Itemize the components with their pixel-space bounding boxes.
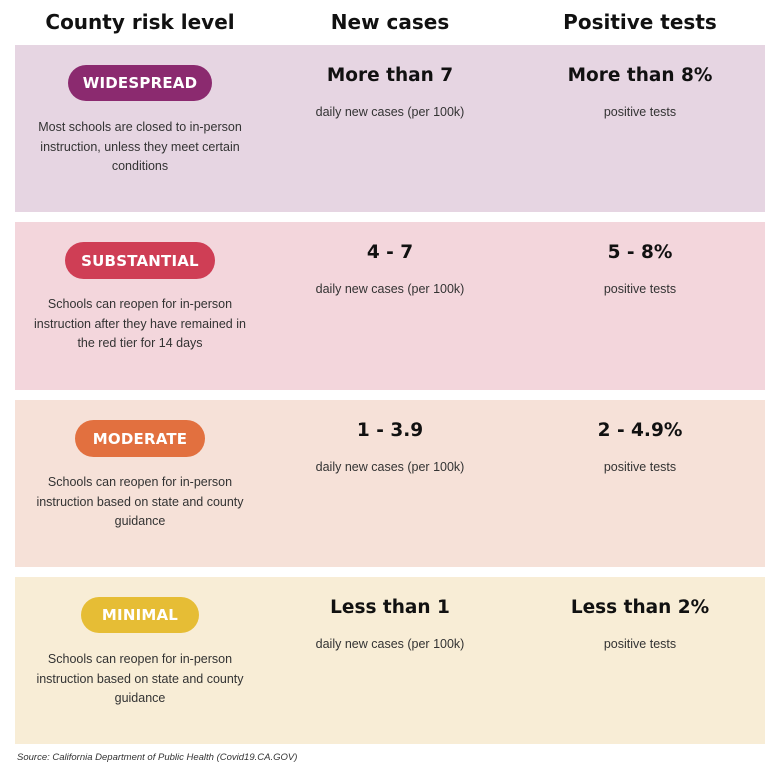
header-risk-level: County risk level — [45, 10, 235, 34]
positive-tests-value: Less than 2% — [570, 597, 710, 618]
source-note: Source: California Department of Public … — [17, 752, 298, 763]
risk-level-cell: MINIMAL Schools can reopen for in-person… — [15, 577, 265, 744]
risk-level-cell: WIDESPREAD Most schools are closed to in… — [15, 45, 265, 212]
tier-row-substantial: SUBSTANTIAL Schools can reopen for in-pe… — [15, 222, 765, 390]
positive-tests-unit: positive tests — [603, 282, 677, 296]
badge-label: WIDESPREAD — [82, 74, 198, 92]
positive-tests-value: 5 - 8% — [607, 242, 673, 263]
minimal-badge: MINIMAL — [81, 597, 199, 633]
positive-tests-unit: positive tests — [603, 105, 677, 119]
tier-row-moderate: MODERATE Schools can reopen for in-perso… — [15, 400, 765, 567]
table-header: County risk level New cases Positive tes… — [15, 0, 765, 44]
tier-description: Schools can reopen for in-person instruc… — [34, 297, 246, 350]
substantial-badge: SUBSTANTIAL — [65, 242, 215, 279]
widespread-badge: WIDESPREAD — [68, 65, 212, 101]
positive-tests-value: More than 8% — [567, 65, 713, 86]
tier-description: Schools can reopen for in-person instruc… — [36, 475, 244, 528]
new-cases-value: Less than 1 — [330, 597, 450, 618]
new-cases-value: 4 - 7 — [366, 242, 414, 263]
new-cases-cell: Less than 1 daily new cases (per 100k) — [265, 577, 515, 744]
new-cases-cell: More than 7 daily new cases (per 100k) — [265, 45, 515, 212]
tier-description: Schools can reopen for in-person instruc… — [36, 652, 244, 705]
risk-level-cell: MODERATE Schools can reopen for in-perso… — [15, 400, 265, 567]
moderate-badge: MODERATE — [75, 420, 205, 457]
new-cases-unit: daily new cases (per 100k) — [315, 282, 465, 296]
tier-row-minimal: MINIMAL Schools can reopen for in-person… — [15, 577, 765, 744]
tier-row-widespread: WIDESPREAD Most schools are closed to in… — [15, 45, 765, 212]
positive-tests-value: 2 - 4.9% — [597, 420, 683, 441]
header-new-cases: New cases — [330, 10, 450, 34]
positive-tests-cell: 2 - 4.9% positive tests — [515, 400, 765, 567]
new-cases-value: More than 7 — [326, 65, 454, 86]
positive-tests-cell: 5 - 8% positive tests — [515, 222, 765, 390]
positive-tests-cell: More than 8% positive tests — [515, 45, 765, 212]
tier-description: Most schools are closed to in-person ins… — [38, 120, 242, 173]
badge-label: SUBSTANTIAL — [81, 251, 199, 270]
header-positive-tests: Positive tests — [563, 10, 717, 34]
badge-label: MODERATE — [92, 429, 188, 448]
new-cases-value: 1 - 3.9 — [356, 420, 424, 441]
new-cases-cell: 4 - 7 daily new cases (per 100k) — [265, 222, 515, 390]
badge-label: MINIMAL — [101, 606, 179, 624]
new-cases-unit: daily new cases (per 100k) — [315, 105, 465, 119]
new-cases-cell: 1 - 3.9 daily new cases (per 100k) — [265, 400, 515, 567]
new-cases-unit: daily new cases (per 100k) — [315, 637, 465, 651]
positive-tests-unit: positive tests — [603, 637, 677, 651]
positive-tests-cell: Less than 2% positive tests — [515, 577, 765, 744]
risk-level-cell: SUBSTANTIAL Schools can reopen for in-pe… — [15, 222, 265, 390]
positive-tests-unit: positive tests — [603, 460, 677, 474]
new-cases-unit: daily new cases (per 100k) — [315, 460, 465, 474]
